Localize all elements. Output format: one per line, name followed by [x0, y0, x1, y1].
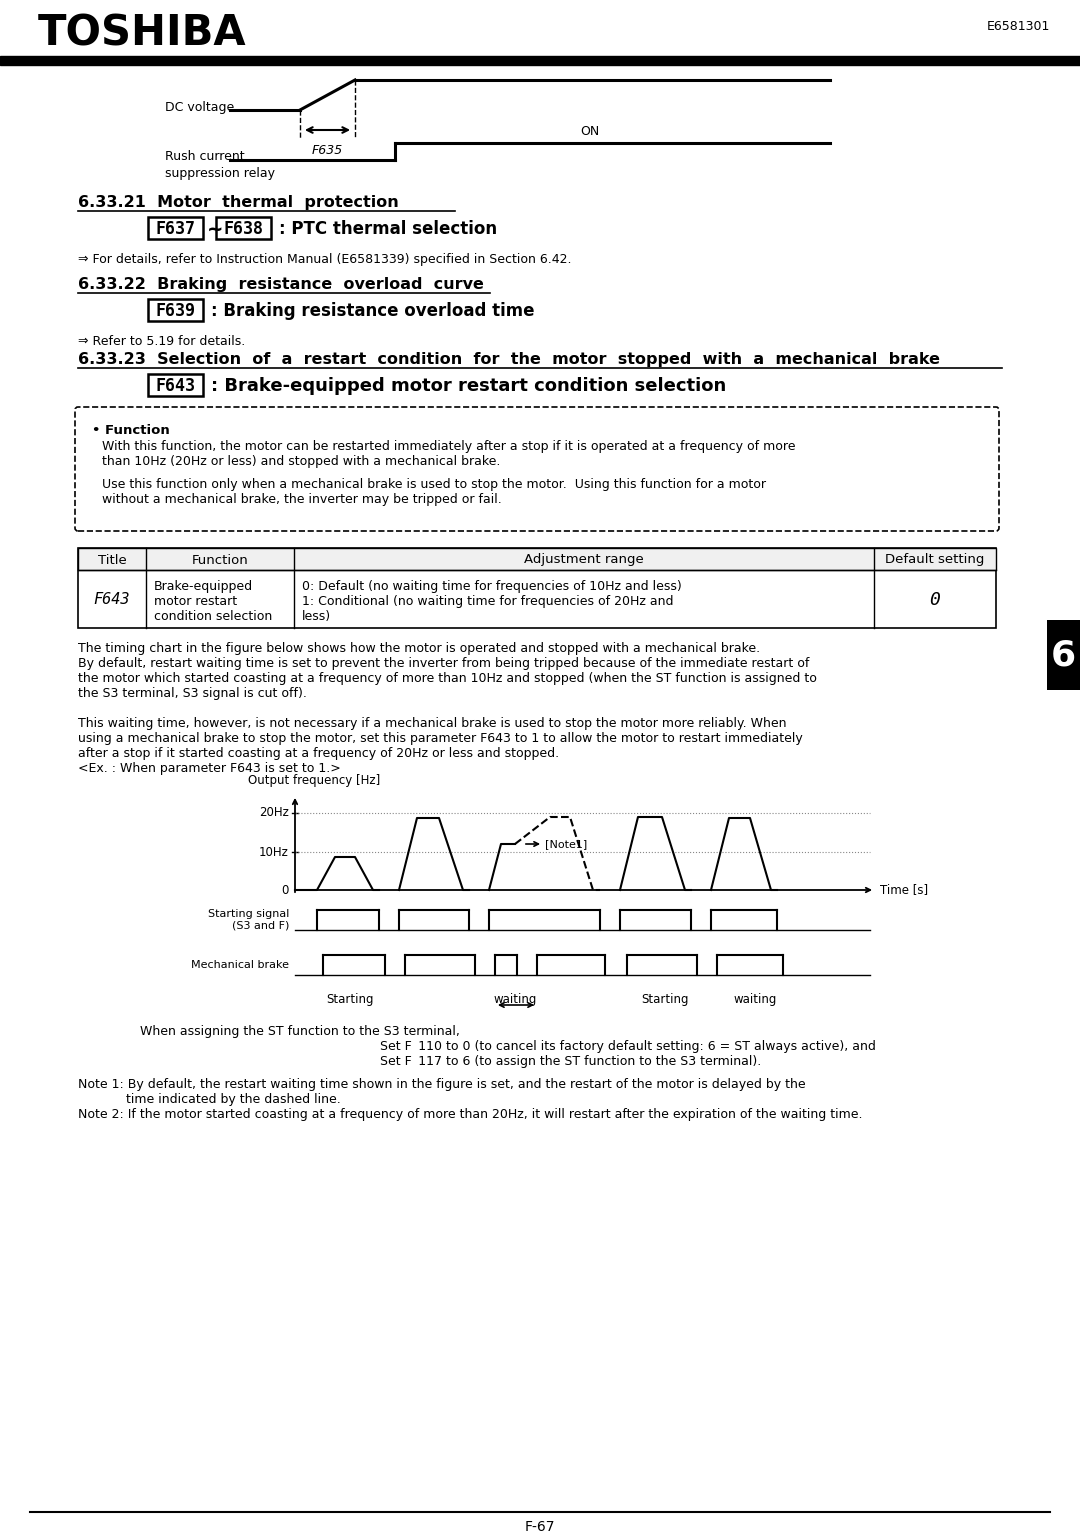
Text: 0: Default (no waiting time for frequencies of 10Hz and less): 0: Default (no waiting time for frequenc…: [302, 581, 681, 593]
Text: 6: 6: [1051, 637, 1076, 673]
Text: F-67: F-67: [525, 1520, 555, 1532]
Text: Brake-equipped: Brake-equipped: [154, 581, 253, 593]
Text: 1: Conditional (no waiting time for frequencies of 20Hz and: 1: Conditional (no waiting time for freq…: [302, 594, 674, 608]
Text: waiting: waiting: [494, 993, 537, 1007]
Text: Starting: Starting: [642, 993, 689, 1007]
Text: <Ex. : When parameter F​6​4​3 is set to ​1.>: <Ex. : When parameter F​6​4​3 is set to …: [78, 761, 341, 775]
Text: 6.33.22  Braking  resistance  overload  curve: 6.33.22 Braking resistance overload curv…: [78, 277, 484, 293]
Text: E6581301: E6581301: [987, 20, 1050, 34]
Text: than 10Hz (20Hz or less) and stopped with a mechanical brake.: than 10Hz (20Hz or less) and stopped wit…: [102, 455, 500, 467]
Text: Rush current
suppression relay: Rush current suppression relay: [165, 150, 275, 179]
Text: less): less): [302, 610, 332, 624]
Text: : Brake-equipped motor restart condition selection: : Brake-equipped motor restart condition…: [211, 377, 726, 395]
Text: Set F  110 to 0 (to cancel its factory default setting: 6 = ST always active), a: Set F 110 to 0 (to cancel its factory de…: [380, 1040, 876, 1052]
Text: ~: ~: [207, 219, 224, 239]
Text: the S3 terminal, S3 signal is cut off).: the S3 terminal, S3 signal is cut off).: [78, 686, 307, 700]
Text: DC voltage: DC voltage: [165, 101, 234, 115]
Bar: [1047, 620, 1080, 689]
Text: By default, restart waiting time is set to prevent the inverter from being tripp: By default, restart waiting time is set …: [78, 657, 809, 669]
Text: 0: 0: [282, 884, 289, 896]
Text: [Note1]: [Note1]: [545, 840, 588, 849]
Text: ⇒ Refer to 5.19 for details.: ⇒ Refer to 5.19 for details.: [78, 336, 245, 348]
Text: Mechanical brake: Mechanical brake: [191, 961, 289, 970]
Text: ⇒ For details, refer to Instruction Manual (E6581339) specified in Section 6.42.: ⇒ For details, refer to Instruction Manu…: [78, 253, 571, 267]
Text: Adjustment range: Adjustment range: [524, 553, 644, 567]
Text: using a mechanical brake to stop the motor, set this parameter F​6​4​3 to ​1 to : using a mechanical brake to stop the mot…: [78, 732, 802, 745]
Text: 20Hz: 20Hz: [259, 806, 289, 820]
Text: F643: F643: [156, 377, 195, 395]
Text: Default setting: Default setting: [886, 553, 985, 567]
Text: after a stop if it started coasting at a frequency of 20Hz or less and stopped.: after a stop if it started coasting at a…: [78, 748, 559, 760]
Text: F639: F639: [156, 302, 195, 320]
Text: F637: F637: [156, 221, 195, 237]
Text: F643: F643: [94, 593, 131, 608]
Text: Time [s]: Time [s]: [880, 884, 928, 896]
Text: Note 1: By default, the restart waiting time shown in the figure is set, and the: Note 1: By default, the restart waiting …: [78, 1079, 806, 1091]
Text: 6.33.23  Selection  of  a  restart  condition  for  the  motor  stopped  with  a: 6.33.23 Selection of a restart condition…: [78, 352, 940, 368]
Text: With this function, the motor can be restarted immediately after a stop if it is: With this function, the motor can be res…: [102, 440, 796, 453]
Text: : Braking resistance overload time: : Braking resistance overload time: [211, 302, 535, 320]
Bar: [216, 218, 271, 239]
Text: condition selection: condition selection: [154, 610, 272, 624]
Text: time indicated by the dashed line.: time indicated by the dashed line.: [78, 1092, 341, 1106]
Text: F638: F638: [224, 221, 264, 237]
Bar: [78, 548, 996, 570]
Text: TOSHIBA: TOSHIBA: [38, 12, 246, 55]
Bar: [0, 57, 1080, 64]
Text: waiting: waiting: [733, 993, 777, 1007]
Text: When assigning the ST function to the S3 terminal,: When assigning the ST function to the S3…: [140, 1025, 460, 1039]
Bar: [78, 548, 996, 628]
Text: : PTC thermal selection: : PTC thermal selection: [279, 221, 497, 237]
Text: • Function: • Function: [92, 424, 170, 437]
Text: Function: Function: [191, 553, 248, 567]
Text: This waiting time, however, is not necessary if a mechanical brake is used to st: This waiting time, however, is not neces…: [78, 717, 786, 731]
Text: 6.33.21  Motor  thermal  protection: 6.33.21 Motor thermal protection: [78, 195, 399, 210]
Text: the motor which started coasting at a frequency of more than 10Hz and stopped (w: the motor which started coasting at a fr…: [78, 673, 816, 685]
Text: 10Hz: 10Hz: [259, 846, 289, 858]
Text: Set F  117 to 6 (to assign the ST function to the S3 terminal).: Set F 117 to 6 (to assign the ST functio…: [380, 1056, 761, 1068]
Text: Note 2: If the motor started coasting at a frequency of more than 20Hz, it will : Note 2: If the motor started coasting at…: [78, 1108, 863, 1121]
Text: Starting: Starting: [326, 993, 374, 1007]
Text: without a mechanical brake, the inverter may be tripped or fail.: without a mechanical brake, the inverter…: [102, 493, 502, 506]
Text: F635: F635: [312, 144, 343, 156]
Text: Use this function only when a mechanical brake is used to stop the motor.  Using: Use this function only when a mechanical…: [102, 478, 766, 490]
Text: Starting signal
(S3 and F): Starting signal (S3 and F): [207, 908, 289, 931]
Text: Title: Title: [97, 553, 126, 567]
Bar: [148, 299, 203, 322]
Text: Output frequency [Hz]: Output frequency [Hz]: [248, 774, 380, 787]
Bar: [148, 374, 203, 395]
Text: motor restart: motor restart: [154, 594, 238, 608]
Bar: [148, 218, 203, 239]
Text: 0: 0: [930, 591, 941, 610]
Text: ON: ON: [580, 126, 599, 138]
Text: The timing chart in the figure below shows how the motor is operated and stopped: The timing chart in the figure below sho…: [78, 642, 760, 656]
